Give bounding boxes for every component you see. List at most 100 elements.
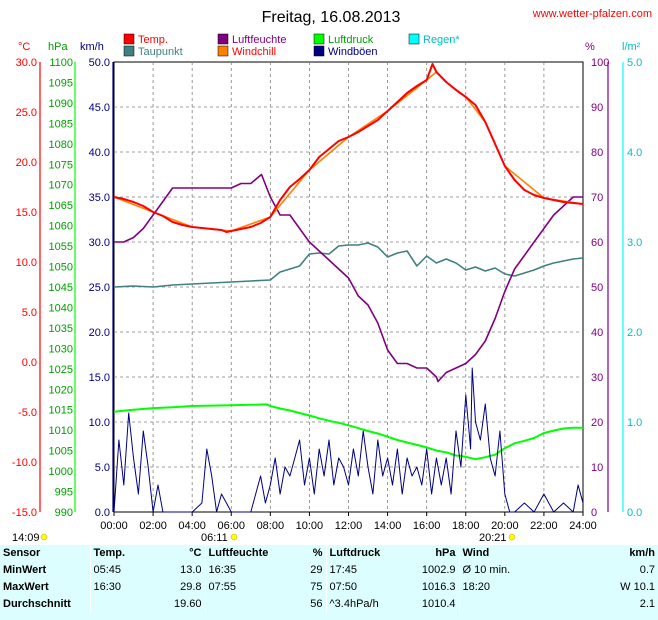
statistics-table: Sensor Temp. °C Luftfeuchte % Luftdruck … (0, 545, 658, 613)
pressure-tick-label: 1065 (49, 200, 73, 212)
stats-pressure-value: 1016.3 (421, 581, 456, 593)
wind-tick-label: 30.0 (89, 237, 110, 249)
series-line-taupunkt (113, 242, 584, 288)
pressure-tick-label: 1085 (49, 118, 73, 130)
axis-units: °C hPa km/h % l/m² (18, 41, 641, 53)
stats-humidity-time: 07:55 (204, 579, 295, 596)
legend-swatch-rain (408, 33, 420, 45)
legend-swatch-humidity (217, 33, 229, 45)
pressure-tick-label: 1030 (49, 343, 73, 355)
pressure-tick-label: 1045 (49, 282, 73, 294)
x-tick-label: 00:00 (100, 520, 128, 532)
stats-temp-value: 29.8 (180, 581, 202, 593)
rain-tick-label: 1.0 (627, 417, 642, 429)
temp-tick-label: 10.0 (16, 257, 37, 269)
x-tick-label: 06:00 (217, 520, 245, 532)
temp-tick-label: -10.0 (12, 457, 37, 469)
stats-temp-value: 19.60 (173, 598, 202, 610)
pressure-tick-label: 1075 (49, 159, 73, 171)
stats-header-wind-unit: km/h (629, 547, 655, 559)
stats-pressure-time: 07:50 (325, 579, 416, 596)
stats-pressure-time: 17:45 (325, 562, 416, 579)
stats-humidity-time (204, 596, 295, 613)
stats-temp-value: 13.0 (180, 564, 202, 576)
stats-row-label: Durchschnitt (3, 598, 71, 610)
x-tick-label: 02:00 (139, 520, 167, 532)
pressure-tick-label: 990 (55, 507, 73, 519)
temp-tick-label: 15.0 (16, 207, 37, 219)
humidity-tick-label: 60 (591, 237, 603, 249)
pressure-tick-label: 1010 (49, 425, 73, 437)
left-axes: 30.0 25.0 20.0 15.0 10.0 5.0 0.0 -5.0 -10.0 -15.0… (12, 57, 110, 519)
website-label: www.wetter-pfalzen.com (532, 8, 652, 20)
x-tick-label: 20:00 (491, 520, 519, 532)
stats-header-sensor: Sensor (3, 547, 41, 559)
stats-header-humidity: Luftfeuchte (204, 545, 295, 562)
stats-wind-time (458, 596, 535, 613)
rain-tick-label: 4.0 (627, 147, 642, 159)
unit-pressure: hPa (48, 41, 68, 53)
statistics-panel: Sensor Temp. °C Luftfeuchte % Luftdruck … (0, 545, 658, 620)
series-line-luftdruck (113, 403, 583, 461)
humidity-tick-label: 0 (591, 507, 597, 519)
wind-tick-label: 15.0 (89, 372, 110, 384)
temp-tick-label: 30.0 (16, 57, 37, 69)
series-line-windben (113, 367, 584, 513)
stats-wind-time: 18:20 (458, 579, 535, 596)
pressure-tick-label: 1005 (49, 446, 73, 458)
legend-label-pressure: Luftdruck (328, 34, 374, 46)
sun-icon (40, 533, 48, 541)
unit-rain: l/m² (622, 41, 641, 53)
stats-wind-value: 2.1 (639, 598, 655, 610)
pressure-tick-label: 1015 (49, 405, 73, 417)
stats-row-avg: Durchschnitt 19.60 56 ^3.4hPa/h 1010.4 2… (0, 596, 658, 613)
temp-tick-label: 5.0 (22, 307, 37, 319)
temp-tick-label: 0.0 (22, 357, 37, 369)
weather-chart: Freitag, 16.08.2013 www.wetter-pfalzen.c… (12, 8, 652, 544)
wind-tick-label: 25.0 (89, 282, 110, 294)
stats-pressure-value: 1002.9 (421, 564, 456, 576)
x-tick-label: 08:00 (257, 520, 285, 532)
sunrise-label: 06:11 (201, 532, 228, 544)
legend-label-windchill: Windchill (232, 46, 276, 58)
wind-tick-label: 45.0 (89, 102, 110, 114)
pressure-tick-label: 1050 (49, 262, 73, 274)
stats-pressure-value: 1010.4 (421, 598, 456, 610)
stats-header-humidity-unit: % (312, 547, 323, 559)
series-line-luftfeuchte (114, 173, 583, 383)
rain-tick-label: 2.0 (627, 327, 642, 339)
stats-header-row: Sensor Temp. °C Luftfeuchte % Luftdruck … (0, 545, 658, 562)
legend-label-gusts: Windböen (328, 46, 378, 58)
humidity-tick-label: 80 (591, 147, 603, 159)
pressure-tick-label: 1090 (49, 98, 73, 110)
stats-row-max: MaxWert 16:30 29.8 07:55 75 07:50 1016.3… (0, 579, 658, 596)
wind-tick-label: 5.0 (95, 462, 110, 474)
stats-row-label: MaxWert (3, 581, 49, 593)
pressure-tick-label: 1060 (49, 221, 73, 233)
sunrise-icon (230, 533, 238, 541)
temp-tick-label: -15.0 (12, 507, 37, 519)
x-tick-label: 10:00 (296, 520, 324, 532)
chart-title: Freitag, 16.08.2013 (262, 9, 401, 26)
stats-temp-time: 16:30 (89, 579, 162, 596)
legend-swatch-pressure (313, 33, 325, 45)
unit-humidity: % (585, 41, 595, 53)
x-tick-label: 18:00 (452, 520, 480, 532)
rain-tick-label: 5.0 (627, 57, 642, 69)
stats-wind-value: 0.7 (639, 564, 655, 576)
humidity-tick-label: 40 (591, 327, 603, 339)
stats-humidity-value: 56 (310, 598, 323, 610)
stats-humidity-value: 75 (310, 581, 323, 593)
pressure-tick-label: 1000 (49, 466, 73, 478)
humidity-tick-label: 50 (591, 282, 603, 294)
legend-label-dewpoint: Taupunkt (138, 46, 183, 58)
sunset-icon (508, 533, 516, 541)
daylight-label: 14:09 (12, 532, 40, 544)
stats-wind-value: W 10.1 (620, 581, 655, 593)
wind-tick-label: 50.0 (89, 57, 110, 69)
pressure-tick-label: 1035 (49, 323, 73, 335)
stats-pressure-time: ^3.4hPa/h (325, 596, 416, 613)
legend-label-temp: Temp. (138, 34, 168, 46)
humidity-tick-label: 10 (591, 462, 603, 474)
pressure-tick-label: 1080 (49, 139, 73, 151)
